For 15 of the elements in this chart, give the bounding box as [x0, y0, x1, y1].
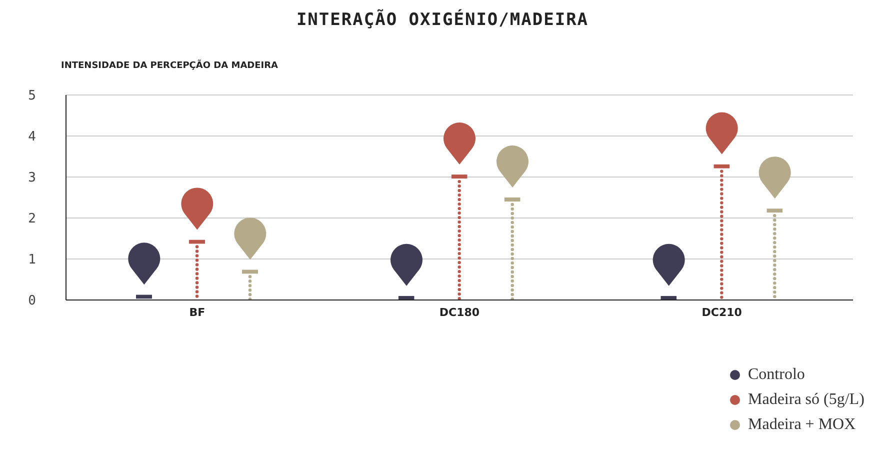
legend-label: Controlo — [748, 366, 805, 384]
y-tick-label: 4 — [28, 130, 36, 145]
y-tick-label: 0 — [28, 294, 36, 309]
legend-label: Madeira + MOX — [748, 416, 856, 434]
y-tick-label: 2 — [28, 212, 36, 227]
y-tick-label: 5 — [28, 88, 36, 104]
x-tick-label: DC210 — [702, 306, 742, 319]
bar — [136, 294, 152, 300]
y-tick-label: 3 — [28, 170, 36, 186]
chart-title: INTERAÇÃO OXIGÉNIO/MADEIRA — [295, 10, 590, 30]
y-axis-title: INTENSIDADE DA PERCEPÇÃO DA MADEIRA — [61, 61, 278, 71]
x-tick-label: BF — [189, 306, 206, 319]
y-tick-label: 1 — [28, 252, 36, 268]
x-tick-label: DC180 — [439, 306, 480, 319]
legend-label: Madeira só (5g/L) — [748, 390, 864, 408]
